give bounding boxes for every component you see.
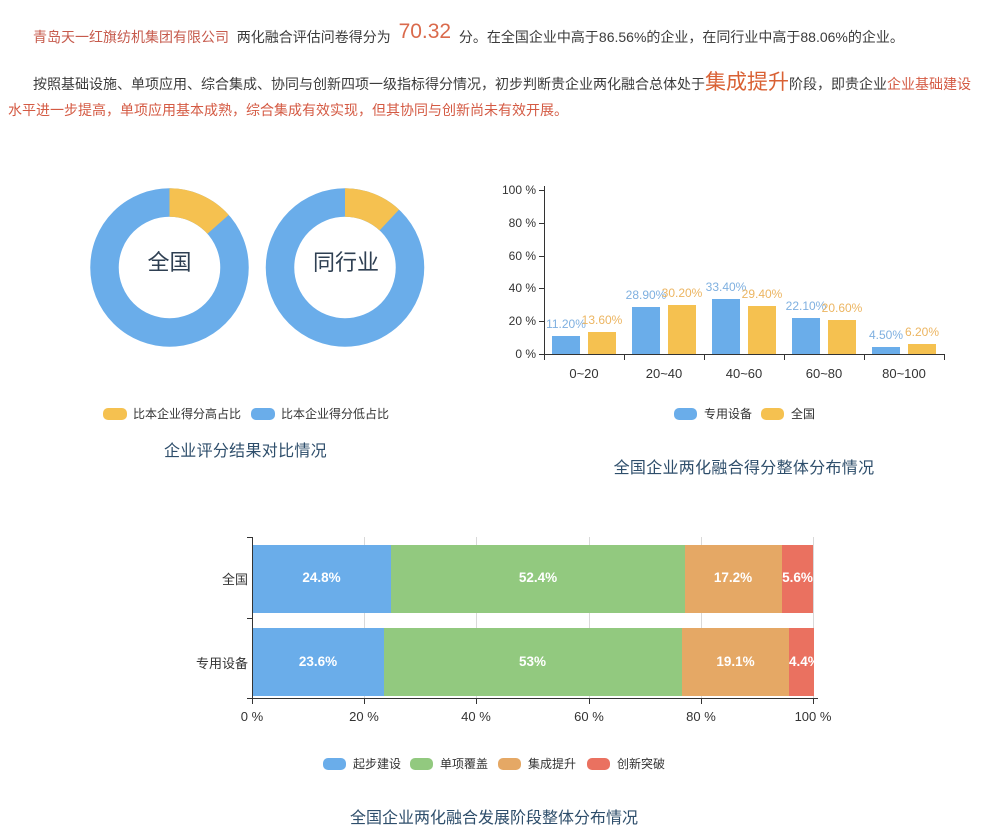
svg-text:同行业: 同行业 [313, 250, 379, 275]
svg-text:全国: 全国 [147, 250, 191, 275]
